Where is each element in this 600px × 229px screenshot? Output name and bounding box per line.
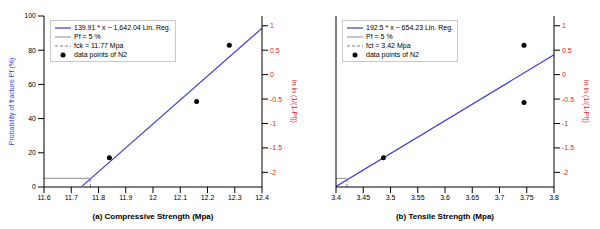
- svg-text:11.6: 11.6: [37, 194, 50, 201]
- svg-text:60: 60: [28, 81, 36, 88]
- svg-text:3.45: 3.45: [356, 194, 370, 201]
- svg-text:ln ln (1/(1-Pf)): ln ln (1/(1-Pf)): [290, 80, 298, 123]
- svg-text:-1.5: -1.5: [270, 144, 282, 151]
- svg-text:1: 1: [562, 22, 566, 29]
- svg-text:11.9: 11.9: [119, 194, 132, 201]
- svg-text:100: 100: [24, 12, 36, 19]
- svg-text:3.5: 3.5: [386, 194, 396, 201]
- svg-text:3.75: 3.75: [520, 194, 534, 201]
- svg-text:ln ln (1/(1-Pf)): ln ln (1/(1-Pf)): [582, 80, 590, 123]
- svg-text:-1: -1: [562, 120, 568, 127]
- html-text:data points of N2: data points of N2: [366, 51, 419, 58]
- svg-text:11.8: 11.8: [92, 194, 105, 201]
- svg-text:80: 80: [28, 47, 36, 54]
- html-text:Pf = 5 %: Pf = 5 %: [74, 33, 101, 40]
- svg-text:3.55: 3.55: [411, 194, 425, 201]
- svg-text:0: 0: [562, 71, 566, 78]
- svg-text:-1: -1: [270, 120, 276, 127]
- svg-text:-0.5: -0.5: [562, 96, 574, 103]
- svg-text:12.2: 12.2: [201, 194, 215, 201]
- svg-text:-2: -2: [562, 169, 568, 176]
- svg-text:12.1: 12.1: [173, 194, 187, 201]
- svg-text:3.6: 3.6: [440, 194, 450, 201]
- svg-text:11.7: 11.7: [65, 194, 78, 201]
- html-text:fct = 3.42 Mpa: fct = 3.42 Mpa: [366, 42, 411, 49]
- html-text:data points of N2: data points of N2: [74, 51, 127, 58]
- svg-text:0: 0: [270, 71, 274, 78]
- svg-text:3.4: 3.4: [331, 194, 341, 201]
- html-text:139.91 * x − 1,642.04 Lin. Reg: 139.91 * x − 1,642.04 Lin. Reg.: [74, 24, 171, 31]
- html-text:Pf = 5 %: Pf = 5 %: [366, 33, 393, 40]
- html-text:fck = 11.77 Mpa: fck = 11.77 Mpa: [74, 42, 124, 49]
- svg-text:12: 12: [149, 194, 157, 201]
- svg-text:(b) Tensile Strength (Mpa): (b) Tensile Strength (Mpa): [396, 212, 494, 221]
- svg-text:-2: -2: [270, 169, 276, 176]
- svg-text:3.65: 3.65: [465, 194, 479, 201]
- svg-text:Probability of fracture Pf (%): Probability of fracture Pf (%): [8, 58, 16, 146]
- svg-text:-0.5: -0.5: [270, 96, 282, 103]
- svg-text:12.4: 12.4: [255, 194, 269, 201]
- svg-text:0: 0: [32, 183, 36, 190]
- svg-text:40: 40: [28, 115, 36, 122]
- svg-text:0.5: 0.5: [270, 47, 280, 54]
- svg-text:3.8: 3.8: [549, 194, 559, 201]
- html-text:192.5 * x − 654.23 Lin. Reg.: 192.5 * x − 654.23 Lin. Reg.: [366, 24, 453, 31]
- svg-text:20: 20: [28, 149, 36, 156]
- svg-text:3.7: 3.7: [495, 194, 505, 201]
- svg-text:1: 1: [270, 22, 274, 29]
- svg-text:-1.5: -1.5: [562, 144, 574, 151]
- svg-text:0.5: 0.5: [562, 47, 572, 54]
- svg-text:(a) Compressive Strength (Mpa): (a) Compressive Strength (Mpa): [93, 212, 214, 221]
- svg-text:12.3: 12.3: [228, 194, 242, 201]
